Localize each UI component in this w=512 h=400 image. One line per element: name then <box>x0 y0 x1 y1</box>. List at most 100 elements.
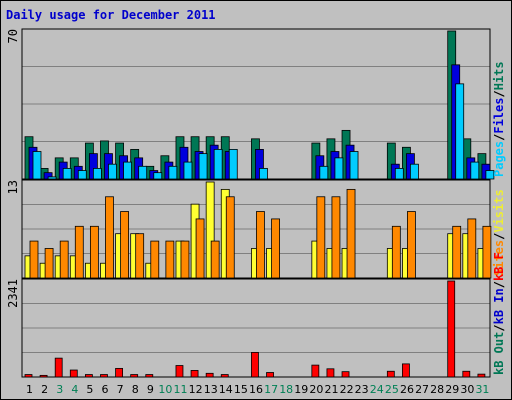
bar-hits-pages-day-2 <box>47 176 57 180</box>
bar-visits-sites-day-7 <box>120 211 129 279</box>
x-tick-label-day-25: 25 <box>385 383 399 396</box>
x-tick-label-day-12: 12 <box>189 383 203 396</box>
bar-kbytes-kb-f-day-20 <box>311 364 320 378</box>
legend-visits-separator: / <box>492 233 506 240</box>
scale-label-hits: 70 <box>6 29 20 43</box>
bar-visits-sites-day-21 <box>331 196 341 279</box>
bar-hits-pages-day-31 <box>485 170 495 180</box>
bar-visits-sites-day-11 <box>180 240 190 279</box>
bar-hits-pages-day-1 <box>32 151 42 180</box>
bar-visits-sites-day-13 <box>210 240 220 279</box>
bar-kbytes-kb-f-day-5 <box>84 374 93 378</box>
legend-kbytes-kb-f: kB F <box>492 252 506 281</box>
x-tick-label-day-9: 9 <box>147 383 154 396</box>
bar-hits-pages-day-30 <box>470 161 480 180</box>
bar-visits-sites-day-4 <box>74 225 84 279</box>
x-tick-label-day-19: 19 <box>294 383 308 396</box>
x-tick-label-day-6: 6 <box>102 383 109 396</box>
legend-kbytes-kb-out: kB Out <box>492 332 506 375</box>
legend-visits-sites: Sites <box>492 240 506 276</box>
bar-visits-sites-day-14 <box>225 196 235 279</box>
bar-visits-sites-day-25 <box>391 225 401 279</box>
bar-kbytes-kb-f-day-31 <box>477 373 486 378</box>
x-tick-label-day-29: 29 <box>445 383 459 396</box>
bar-hits-pages-day-3 <box>62 168 72 180</box>
x-tick-label-day-27: 27 <box>415 383 429 396</box>
legend-kbytes-kb-in: kB In <box>492 288 506 324</box>
x-tick-label-day-17: 17 <box>264 383 278 396</box>
bar-visits-visits-day-13 <box>205 181 215 279</box>
bar-visits-sites-day-29 <box>452 225 462 279</box>
bar-visits-sites-day-1 <box>29 240 39 279</box>
bar-visits-sites-day-6 <box>105 196 114 279</box>
bar-visits-sites-day-12 <box>195 218 205 279</box>
legend-hits-hits: Hits <box>492 61 506 90</box>
x-tick-label-day-30: 30 <box>460 383 474 396</box>
x-tick-label-day-15: 15 <box>234 383 248 396</box>
x-tick-label-day-31: 31 <box>475 383 489 396</box>
scale-label-kbytes: 2341 <box>6 279 20 308</box>
legend-hits-pages: Pages <box>492 141 506 177</box>
bar-hits-pages-day-4 <box>77 170 87 180</box>
bar-visits-sites-day-17 <box>271 218 280 279</box>
x-tick-label-day-24: 24 <box>370 383 384 396</box>
bar-hits-pages-day-22 <box>349 151 359 180</box>
x-tick-label-day-3: 3 <box>56 383 63 396</box>
bar-kbytes-kb-f-day-21 <box>326 368 335 378</box>
bar-visits-sites-day-5 <box>89 225 99 279</box>
bar-kbytes-kb-f-day-17 <box>266 372 274 378</box>
bar-hits-pages-day-14 <box>228 148 238 180</box>
x-tick-label-day-13: 13 <box>204 383 218 396</box>
x-tick-label-day-21: 21 <box>324 383 338 396</box>
bar-hits-pages-day-16 <box>259 168 268 180</box>
bar-visits-sites-day-10 <box>165 240 175 279</box>
bar-kbytes-kb-f-day-7 <box>115 367 123 378</box>
bar-kbytes-kb-f-day-16 <box>251 351 259 378</box>
bar-kbytes-kb-f-day-22 <box>341 371 350 378</box>
legend-kbytes-separator: / <box>492 324 506 331</box>
chart-title: Daily usage for December 2011 <box>6 8 216 22</box>
bar-hits-pages-day-5 <box>92 168 102 180</box>
bar-hits-pages-day-20 <box>319 165 329 180</box>
bar-kbytes-kb-f-day-2 <box>39 374 48 378</box>
bar-kbytes-kb-f-day-14 <box>220 374 229 378</box>
x-tick-label-day-2: 2 <box>41 383 48 396</box>
x-tick-label-day-28: 28 <box>430 383 444 396</box>
x-tick-label-day-18: 18 <box>279 383 293 396</box>
bar-kbytes-kb-f-day-3 <box>54 357 63 378</box>
legend-hits: Pages/Files/Hits <box>492 61 506 177</box>
bar-kbytes-kb-f-day-13 <box>205 372 214 378</box>
bar-hits-pages-day-10 <box>168 165 178 180</box>
x-tick-label-day-7: 7 <box>117 383 124 396</box>
bar-kbytes-kb-f-day-25 <box>386 370 395 378</box>
bar-visits-sites-day-22 <box>346 188 356 279</box>
bar-hits-pages-day-9 <box>153 172 163 180</box>
x-tick-label-day-11: 11 <box>174 383 188 396</box>
bar-visits-sites-day-2 <box>44 248 54 279</box>
bar-visits-sites-day-26 <box>407 211 416 279</box>
bar-visits-sites-day-3 <box>59 240 69 279</box>
x-tick-label-day-10: 10 <box>158 383 172 396</box>
bar-kbytes-kb-f-day-9 <box>145 374 154 378</box>
bar-visits-sites-day-31 <box>482 225 492 279</box>
bar-kbytes-kb-f-day-4 <box>69 369 78 378</box>
bar-hits-pages-day-8 <box>138 165 148 180</box>
x-tick-label-day-16: 16 <box>249 383 263 396</box>
bar-kbytes-kb-f-day-29 <box>447 280 456 378</box>
bar-hits-pages-day-6 <box>108 163 117 180</box>
legend-kbytes-separator: / <box>492 281 506 288</box>
x-tick-label-day-1: 1 <box>26 383 33 396</box>
bar-kbytes-kb-f-day-1 <box>24 374 33 378</box>
bar-kbytes-kb-f-day-26 <box>402 363 410 378</box>
legend-hits-files: Files <box>492 98 506 134</box>
bar-hits-pages-day-13 <box>213 148 223 180</box>
bar-visits-sites-day-30 <box>467 218 477 279</box>
bar-visits-sites-day-8 <box>135 233 145 279</box>
x-tick-label-day-5: 5 <box>86 383 93 396</box>
bar-hits-pages-day-21 <box>334 157 344 180</box>
bar-hits-pages-day-12 <box>198 153 208 180</box>
legend-hits-separator: / <box>492 134 506 141</box>
bar-hits-pages-day-7 <box>123 161 132 180</box>
bar-kbytes-kb-f-day-11 <box>175 365 184 378</box>
